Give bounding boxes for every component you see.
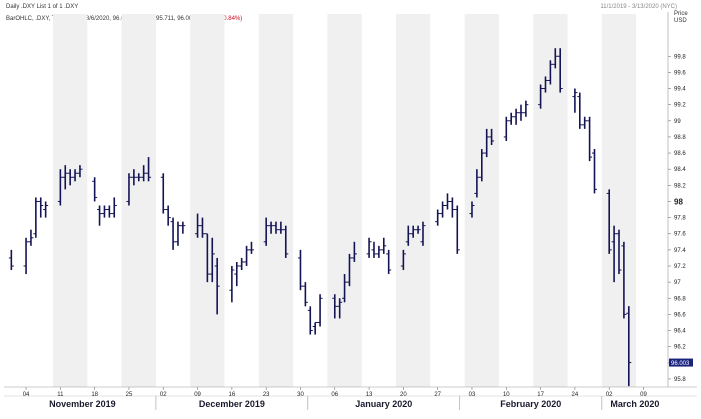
y-tick-label: 96.8	[674, 296, 686, 302]
x-tick-label: 03	[469, 392, 476, 398]
month-label: January 2020	[355, 399, 412, 409]
week-band	[258, 14, 294, 387]
month-label: November 2019	[49, 399, 116, 409]
x-tick-label: 27	[434, 392, 441, 398]
y-tick-label: 99.6	[674, 70, 686, 76]
week-band	[190, 14, 225, 387]
y-tick-label: 97.2	[674, 264, 686, 270]
y-tick-label: 99	[674, 119, 681, 125]
y-tick-label: 98.4	[674, 167, 686, 173]
last-value-label: 96.003	[671, 361, 690, 367]
x-tick-label: 02	[160, 392, 167, 398]
x-tick-label: 20	[400, 392, 407, 398]
price-axis-title: Price USD	[674, 11, 688, 25]
month-label: March 2020	[610, 399, 659, 409]
y-tick-label: 97.6	[674, 232, 686, 238]
x-tick-label: 23	[263, 392, 270, 398]
y-tick-label: 98.2	[674, 183, 686, 189]
y-tick-label: 98	[674, 197, 683, 206]
y-tick-label: 99.2	[674, 103, 686, 109]
y-tick-label: 96.2	[674, 345, 686, 351]
week-band	[601, 14, 637, 387]
x-tick-label: 17	[537, 392, 544, 398]
y-tick-label: 98.6	[674, 151, 686, 157]
x-tick-label: 18	[91, 392, 98, 398]
x-tick-label: 16	[229, 392, 236, 398]
x-tick-label: 06	[331, 392, 338, 398]
y-tick-label: 98.8	[674, 135, 686, 141]
week-band	[396, 14, 431, 387]
x-tick-label: 09	[194, 392, 201, 398]
x-tick-label: 13	[366, 392, 373, 398]
series-legend-label: BarOHLC, .DXY, Trade Price, 3/6/2020, 96…	[6, 16, 198, 22]
price-axis-title-line1: Price	[674, 11, 688, 17]
y-tick-label: 97.4	[674, 248, 686, 254]
x-tick-label: 10	[503, 392, 510, 398]
week-band	[121, 14, 156, 387]
y-tick-label: 95.8	[674, 377, 686, 383]
y-tick-label: 96.6	[674, 312, 686, 318]
price-axis-title-line2: USD	[674, 18, 687, 24]
x-tick-label: 09	[640, 392, 647, 398]
y-tick-label: 99.8	[674, 54, 686, 60]
last-value-tag	[669, 358, 693, 367]
chart-header-title: Daily .DXY List 1 of 1 .DXY	[6, 4, 79, 10]
x-tick-label: 02	[606, 392, 613, 398]
month-label: December 2019	[199, 399, 265, 409]
month-label: February 2020	[500, 399, 561, 409]
week-band	[327, 14, 362, 387]
x-tick-label: 11	[57, 392, 64, 398]
x-tick-label: 25	[126, 392, 133, 398]
y-tick-label: 97	[674, 280, 681, 286]
y-tick-label: 96.4	[674, 329, 686, 335]
x-tick-label: 24	[572, 392, 579, 398]
week-band	[53, 14, 88, 387]
x-tick-label: 04	[23, 392, 30, 398]
y-tick-label: 97.8	[674, 216, 686, 222]
x-tick-label: 30	[297, 392, 304, 398]
chart-date-range: 11/1/2019 - 3/13/2020 (NYC)	[600, 4, 677, 10]
y-tick-label: 99.4	[674, 87, 686, 93]
week-band	[464, 14, 499, 387]
